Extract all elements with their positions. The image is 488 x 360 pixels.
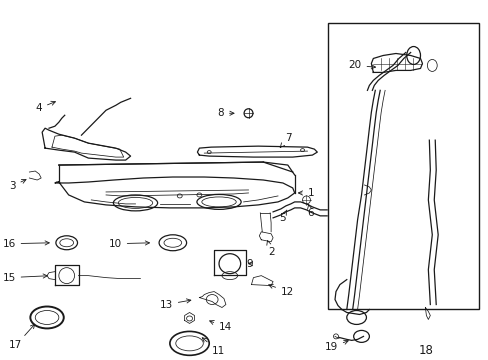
Text: 12: 12 — [268, 284, 294, 297]
Text: 13: 13 — [159, 299, 190, 310]
Bar — [327, 23, 478, 310]
Text: 2: 2 — [266, 240, 274, 257]
Text: 20: 20 — [347, 60, 375, 71]
Text: 10: 10 — [108, 239, 149, 249]
Text: 17: 17 — [9, 324, 35, 350]
Text: 14: 14 — [209, 320, 232, 332]
Text: 3: 3 — [9, 179, 26, 191]
Text: 4: 4 — [36, 101, 55, 113]
Text: 1: 1 — [298, 188, 313, 198]
Text: 8: 8 — [217, 108, 234, 118]
Text: 11: 11 — [202, 338, 225, 356]
Text: 6: 6 — [306, 205, 313, 218]
Text: 5: 5 — [279, 210, 286, 223]
Text: 15: 15 — [2, 273, 47, 283]
Text: 7: 7 — [280, 133, 291, 148]
Text: 9: 9 — [245, 259, 252, 269]
Text: 19: 19 — [324, 340, 347, 352]
Text: 18: 18 — [418, 344, 432, 357]
Text: 16: 16 — [2, 239, 49, 249]
